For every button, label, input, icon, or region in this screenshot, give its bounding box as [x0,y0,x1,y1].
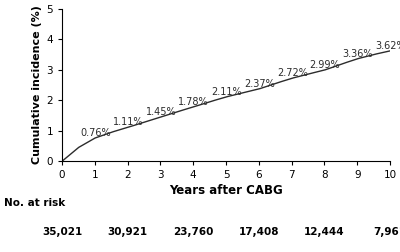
Text: 3.62%: 3.62% [375,41,400,51]
Text: 12,444: 12,444 [304,227,345,237]
X-axis label: Years after CABG: Years after CABG [169,184,283,198]
Text: 0.76%: 0.76% [80,128,111,138]
Y-axis label: Cumulative incidence (%): Cumulative incidence (%) [32,6,42,165]
Text: 35,021: 35,021 [42,227,82,237]
Text: 1.11%: 1.11% [113,117,143,128]
Text: 2.99%: 2.99% [310,60,340,70]
Text: 7,961: 7,961 [374,227,400,237]
Text: 2.37%: 2.37% [244,79,275,89]
Text: 1.45%: 1.45% [146,107,176,117]
Text: 3.36%: 3.36% [342,49,373,59]
Text: 30,921: 30,921 [108,227,148,237]
Text: 2.72%: 2.72% [277,68,308,78]
Text: 2.11%: 2.11% [211,87,242,97]
Text: 17,408: 17,408 [238,227,279,237]
Text: 23,760: 23,760 [173,227,213,237]
Text: 1.78%: 1.78% [178,97,209,107]
Text: No. at risk: No. at risk [4,198,65,208]
